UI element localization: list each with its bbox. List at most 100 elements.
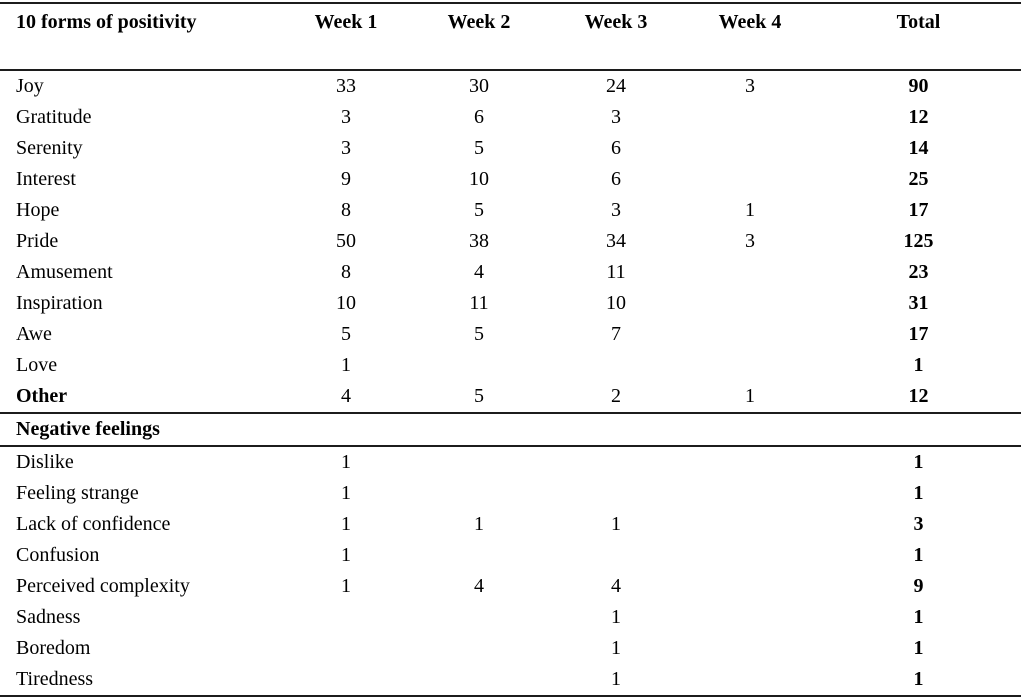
- row-label: Feeling strange: [16, 482, 139, 504]
- total-cell: 1: [913, 668, 924, 690]
- total-cell: 9: [913, 575, 924, 597]
- week-3-cell: 24: [606, 75, 626, 97]
- table-row: Inspiration 10 11 10 31: [0, 288, 1021, 319]
- table-row: Awe 5 5 7 17: [0, 319, 1021, 350]
- week-2-cell: [410, 350, 548, 381]
- week-3-cell: 2: [548, 381, 684, 414]
- table-header: 10 forms of positivity Week 1 Week 2 Wee…: [0, 3, 1021, 71]
- week-1-cell: 1: [341, 482, 351, 504]
- week-1-cell: 3: [341, 106, 351, 128]
- table-row: Boredom 1 1: [0, 633, 1021, 664]
- week-1-cell: [282, 602, 410, 633]
- week-4-cell: [684, 288, 816, 319]
- week-4-cell: [684, 102, 816, 133]
- row-label: Pride: [16, 230, 59, 252]
- row-label: Gratitude: [16, 106, 92, 128]
- column-header-week-1: Week 1: [282, 3, 410, 71]
- week-4-cell: [684, 633, 816, 664]
- row-label: Amusement: [16, 261, 113, 283]
- total-cell: 1: [913, 544, 924, 566]
- total-cell: 1: [913, 451, 924, 473]
- total-cell: 17: [908, 323, 929, 345]
- column-header-week-2: Week 2: [410, 3, 548, 71]
- week-3-cell: [548, 478, 684, 509]
- table-row: Joy 33 30 24 3 90: [0, 70, 1021, 102]
- table-row: Other 4 5 2 1 12: [0, 381, 1021, 414]
- week-1-cell: 8: [341, 199, 351, 221]
- week-4-cell: 3: [745, 230, 755, 252]
- row-label: Love: [16, 354, 58, 376]
- negative-feelings-title: Negative feelings: [0, 413, 1021, 447]
- week-4-cell: [684, 257, 816, 288]
- table-row: Confusion 1 1: [0, 540, 1021, 571]
- week-3-cell: 7: [611, 323, 621, 345]
- week-3-cell: 6: [611, 168, 621, 190]
- total-cell: 12: [816, 381, 1021, 414]
- row-label: Interest: [16, 168, 76, 190]
- total-cell: 31: [908, 292, 929, 314]
- week-2-cell: 5: [474, 137, 484, 159]
- table-row: Feeling strange 1 1: [0, 478, 1021, 509]
- week-2-cell: 4: [474, 575, 484, 597]
- table-row: Hope 8 5 3 1 17: [0, 195, 1021, 226]
- row-label: Inspiration: [16, 292, 103, 314]
- week-3-cell: 1: [611, 637, 621, 659]
- total-cell: 3: [913, 513, 924, 535]
- week-4-cell: [684, 164, 816, 195]
- column-header-total: Total: [816, 3, 1021, 71]
- table-row: Perceived complexity 1 4 4 9: [0, 571, 1021, 602]
- column-header-week-4: Week 4: [684, 3, 816, 71]
- week-1-cell: 4: [282, 381, 410, 414]
- week-4-cell: 1: [684, 381, 816, 414]
- week-4-cell: 3: [745, 75, 755, 97]
- total-cell: 12: [908, 106, 929, 128]
- row-label: Tiredness: [16, 668, 94, 690]
- row-label: Boredom: [16, 637, 91, 659]
- week-2-cell: [410, 478, 548, 509]
- table-row: Sadness 1 1: [0, 602, 1021, 633]
- week-4-cell: [684, 133, 816, 164]
- week-1-cell: 8: [341, 261, 351, 283]
- week-3-cell: 1: [611, 513, 621, 535]
- row-label: Perceived complexity: [16, 575, 190, 597]
- week-3-cell: 3: [611, 106, 621, 128]
- week-3-cell: [548, 540, 684, 571]
- week-1-cell: 1: [341, 451, 351, 473]
- row-label: Confusion: [16, 544, 100, 566]
- week-4-cell: 1: [745, 199, 755, 221]
- row-label: Dislike: [16, 451, 74, 473]
- week-1-cell: 3: [341, 137, 351, 159]
- week-4-cell: [684, 571, 816, 602]
- negative-section-header: Negative feelings: [0, 413, 1021, 447]
- week-1-cell: 1: [341, 544, 351, 566]
- table-row: Interest 9 10 6 25: [0, 164, 1021, 195]
- table-row: Tiredness 1 1: [0, 664, 1021, 696]
- week-4-cell: [684, 540, 816, 571]
- row-label: Joy: [16, 75, 44, 97]
- week-3-cell: 6: [611, 137, 621, 159]
- total-cell: 1: [913, 637, 924, 659]
- week-3-cell: [548, 350, 684, 381]
- table-row: Dislike 1 1: [0, 446, 1021, 478]
- week-4-cell: [684, 602, 816, 633]
- week-2-cell: 11: [469, 292, 489, 314]
- week-1-cell: 50: [336, 230, 356, 252]
- negative-feelings-title-row: Negative feelings: [0, 413, 1021, 447]
- negative-section-body: Dislike 1 1 Feeling strange 1 1 Lack of confid…: [0, 446, 1021, 696]
- total-cell: 1: [913, 354, 924, 376]
- week-1-cell: 1: [341, 354, 351, 376]
- week-4-cell: [684, 664, 816, 696]
- week-4-cell: [684, 446, 816, 478]
- row-label: Sadness: [16, 606, 81, 628]
- week-2-cell: [410, 446, 548, 478]
- header-row: 10 forms of positivity Week 1 Week 2 Wee…: [0, 3, 1021, 71]
- table-row: Amusement 8 4 11 23: [0, 257, 1021, 288]
- week-2-cell: [410, 540, 548, 571]
- total-cell: 17: [908, 199, 929, 221]
- table-row: Gratitude 3 6 3 12: [0, 102, 1021, 133]
- row-label: Lack of confidence: [16, 513, 171, 535]
- week-2-cell: 5: [474, 199, 484, 221]
- week-1-cell: [282, 633, 410, 664]
- week-1-cell: 9: [341, 168, 351, 190]
